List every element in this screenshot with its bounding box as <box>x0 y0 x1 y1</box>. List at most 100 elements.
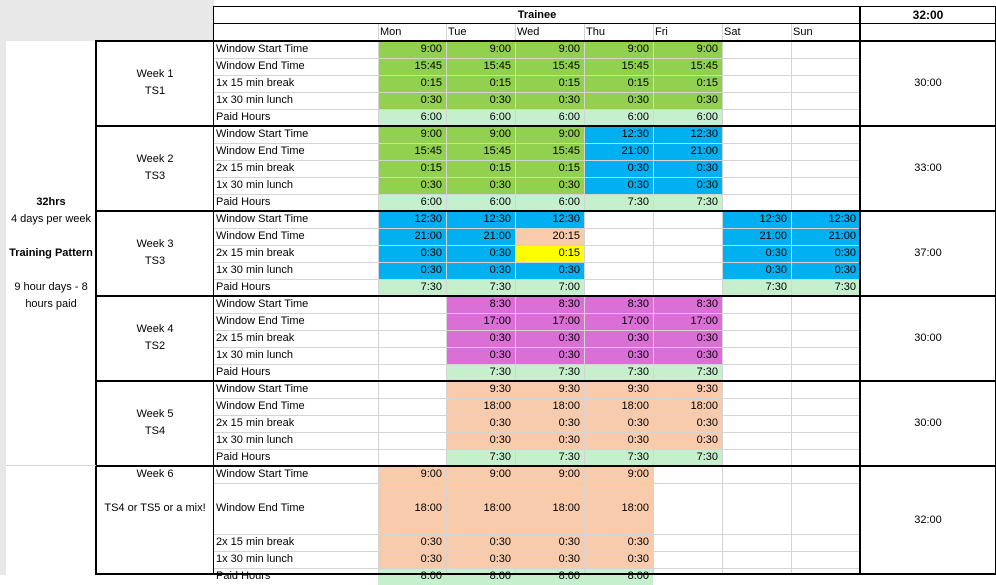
schedule-cell: 7:30 <box>446 449 515 466</box>
schedule-cell: 6:00 <box>378 109 446 126</box>
gridline-v <box>791 24 792 575</box>
schedule-cell: 18:00 <box>446 483 515 534</box>
schedule-cell <box>791 92 860 109</box>
schedule-cell <box>791 126 860 143</box>
row-label: Window End Time <box>216 60 305 72</box>
schedule-cell <box>653 483 722 534</box>
schedule-cell: 7:30 <box>515 449 584 466</box>
schedule-cell <box>791 364 860 381</box>
schedule-cell: 0:30 <box>446 92 515 109</box>
week-name: Week 6 <box>136 468 174 480</box>
gridline-h <box>214 364 860 365</box>
row-label: 1x 30 min lunch <box>216 179 294 191</box>
week-total: 33:00 <box>914 162 942 174</box>
schedule-cell <box>722 415 791 432</box>
border-week <box>96 210 996 212</box>
row-label: Paid Hours <box>216 366 271 378</box>
gridline-h <box>214 92 860 93</box>
day-header-wed: Wed <box>517 26 540 38</box>
row-label: 1x 30 min lunch <box>216 94 294 106</box>
schedule-cell <box>722 160 791 177</box>
border-week-top <box>96 40 996 42</box>
schedule-cell: 0:30 <box>584 432 653 449</box>
gridline-h <box>214 551 860 552</box>
schedule-cell: 12:30 <box>653 126 722 143</box>
schedule-cell <box>722 75 791 92</box>
schedule-cell <box>791 398 860 415</box>
schedule-cell: 6:00 <box>584 109 653 126</box>
schedule-cell: 9:00 <box>378 126 446 143</box>
schedule-cell: 15:45 <box>446 58 515 75</box>
schedule-cell <box>791 313 860 330</box>
gridline-h <box>214 483 860 484</box>
schedule-cell: 0:30 <box>584 534 653 551</box>
gridline-h <box>214 228 860 229</box>
schedule-cell: 0:30 <box>378 551 446 568</box>
schedule-cell <box>722 330 791 347</box>
row-label: Window Start Time <box>216 213 309 225</box>
gridline-h <box>214 347 860 348</box>
schedule-cell: 0:30 <box>722 245 791 262</box>
side-days: 4 days per week <box>10 213 92 225</box>
schedule-cell: 12:30 <box>791 211 860 228</box>
schedule-cell <box>722 551 791 568</box>
schedule-cell: 0:15 <box>653 75 722 92</box>
schedule-cell <box>653 228 722 245</box>
border-top <box>214 6 996 7</box>
side-note-line2: hours paid <box>25 298 77 310</box>
schedule-cell: 9:30 <box>653 381 722 398</box>
side-hours: 32hrs <box>36 196 66 208</box>
schedule-cell: 0:30 <box>653 92 722 109</box>
schedule-cell: 9:30 <box>584 381 653 398</box>
schedule-cell: 15:45 <box>378 143 446 160</box>
gridline-h <box>214 262 860 263</box>
schedule-cell: 6:00 <box>446 194 515 211</box>
schedule-cell: 7:30 <box>584 449 653 466</box>
schedule-cell <box>791 347 860 364</box>
schedule-cell: 15:45 <box>515 143 584 160</box>
schedule-cell: 0:30 <box>378 177 446 194</box>
row-label: Window Start Time <box>216 43 309 55</box>
schedule-cell: 0:30 <box>653 347 722 364</box>
schedule-cell: 18:00 <box>584 483 653 534</box>
schedule-cell: 8:00 <box>515 568 584 585</box>
week-name: Week 3 <box>136 238 174 250</box>
gridline-h <box>214 143 860 144</box>
schedule-cell <box>791 109 860 126</box>
schedule-cell: 0:30 <box>653 432 722 449</box>
schedule-cell: 0:15 <box>515 75 584 92</box>
day-header-thu: Thu <box>586 26 605 38</box>
gridline-v <box>722 24 723 575</box>
gridline-v <box>378 24 379 575</box>
schedule-cell: 12:30 <box>378 211 446 228</box>
schedule-cell: 0:30 <box>584 92 653 109</box>
schedule-cell <box>378 432 446 449</box>
trainee-header: Trainee <box>517 9 557 21</box>
schedule-cell: 9:00 <box>446 126 515 143</box>
schedule-cell: 0:30 <box>446 347 515 364</box>
schedule-cell <box>791 381 860 398</box>
gridline-v <box>515 24 516 575</box>
schedule-cell: 7:30 <box>791 279 860 296</box>
left-gray-strip <box>0 41 6 575</box>
gridline-h <box>214 245 860 246</box>
row-label: Window Start Time <box>216 128 309 140</box>
row-label: Paid Hours <box>216 281 271 293</box>
schedule-cell: 0:15 <box>515 160 584 177</box>
border-left-label <box>213 6 214 575</box>
schedule-cell: 6:00 <box>653 109 722 126</box>
row-label: 1x 30 min lunch <box>216 553 294 565</box>
border-bottom <box>96 573 996 575</box>
schedule-cell: 0:30 <box>378 534 446 551</box>
schedule-cell <box>722 449 791 466</box>
row-label: Paid Hours <box>216 196 271 208</box>
schedule-cell: 21:00 <box>791 228 860 245</box>
row-label: Window End Time <box>216 400 305 412</box>
schedule-cell: 15:45 <box>653 58 722 75</box>
schedule-cell: 0:30 <box>653 177 722 194</box>
schedule-cell: 7:30 <box>515 364 584 381</box>
schedule-cell: 0:30 <box>653 160 722 177</box>
schedule-cell <box>722 41 791 58</box>
border-week <box>96 295 996 297</box>
week-code: TS2 <box>144 340 166 352</box>
